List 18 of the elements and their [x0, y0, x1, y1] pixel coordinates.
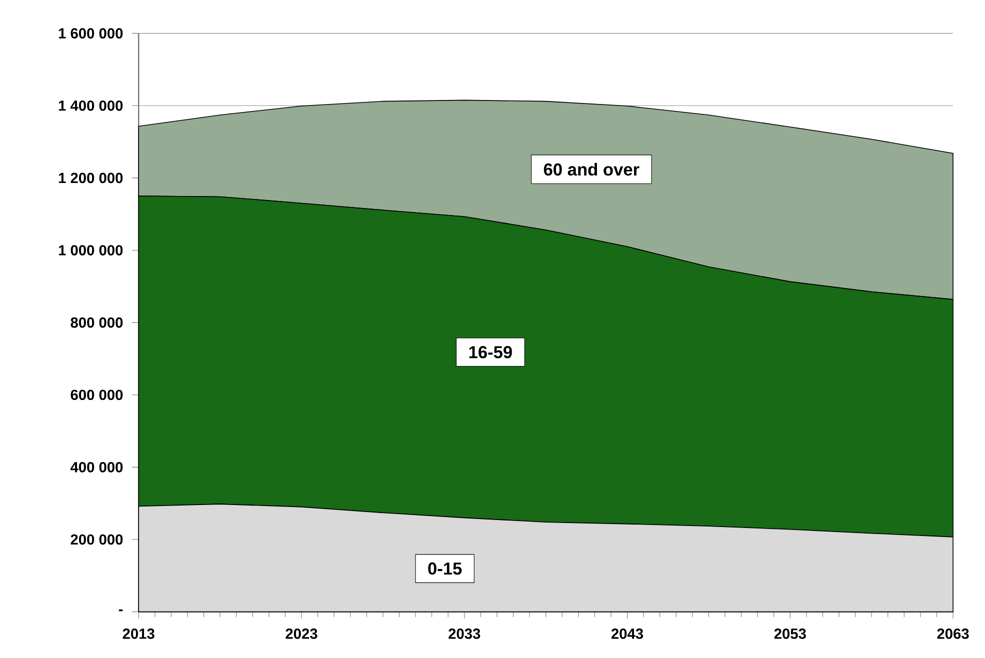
y-tick-label: 1 200 000	[58, 172, 123, 184]
y-tick-label: 1 400 000	[58, 100, 123, 111]
x-tick-label: 2063	[937, 628, 969, 640]
y-tick-label: -	[118, 610, 123, 612]
y-tick-label: 1 000 000	[58, 245, 123, 256]
x-tick-label: 2023	[286, 628, 318, 640]
y-tick-label: 800 000	[70, 317, 123, 328]
x-tick-label: 2013	[122, 628, 154, 640]
x-tick-label: 2043	[611, 628, 644, 640]
y-tick-label: 600 000	[70, 390, 123, 400]
series-label: 0-15	[428, 562, 462, 575]
y-tick-label: 400 000	[70, 462, 123, 472]
series-label: 60 and over	[544, 163, 640, 176]
x-tick-label: 2053	[774, 628, 806, 640]
series-label: 16-59	[469, 346, 512, 358]
x-tick-label: 2033	[448, 628, 480, 640]
y-tick-label: 200 000	[70, 534, 123, 545]
y-tick-label: 1 600 000	[58, 28, 123, 39]
